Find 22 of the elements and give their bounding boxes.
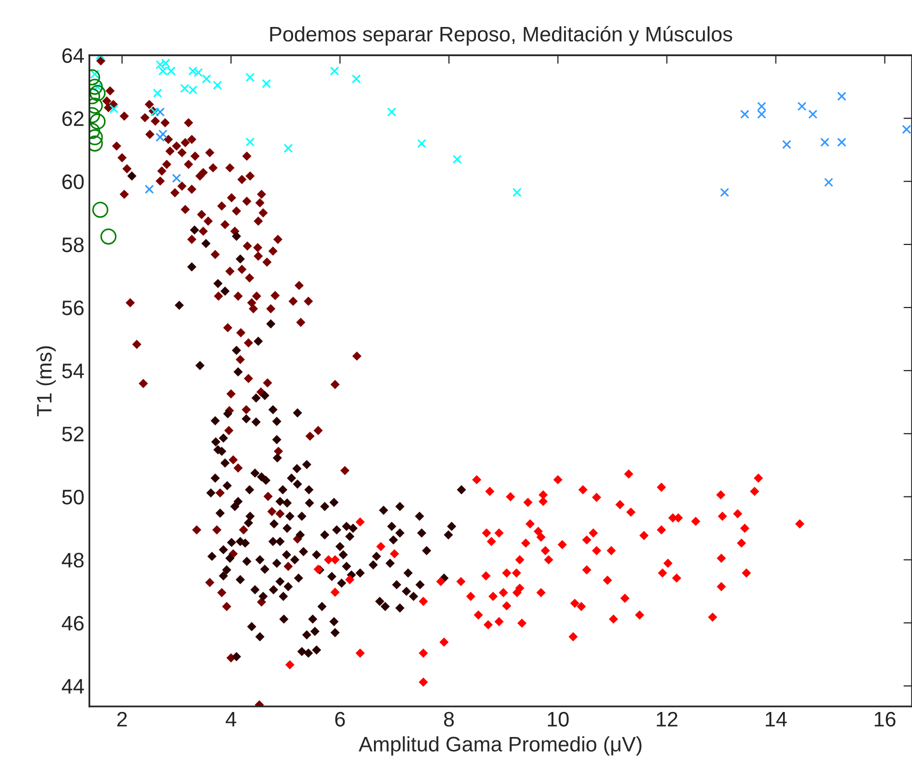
- y-tick-label: 62: [62, 111, 84, 126]
- y-tick-label: 56: [62, 300, 84, 316]
- x-tick-label: 12: [656, 712, 678, 726]
- chart-title: Podemos separar Reposo, Meditación y Músculos: [270, 26, 732, 46]
- y-tick-label: 58: [62, 237, 84, 252]
- y-tick-label: 54: [62, 364, 84, 378]
- y-tick-label: 46: [62, 616, 84, 631]
- y-tick-label: 44: [62, 679, 84, 694]
- y-tick-label: 52: [62, 426, 84, 442]
- x-tick-label: 16: [874, 712, 896, 727]
- y-tick-label: 64: [62, 48, 84, 63]
- y-axis-title: T1 (ms): [36, 346, 56, 416]
- y-tick-label: 48: [62, 552, 84, 568]
- y-tick-label: 60: [62, 174, 84, 190]
- x-tick-label: 10: [548, 712, 569, 727]
- y-tick-label: 50: [62, 490, 84, 504]
- x-tick-label: 6: [335, 712, 345, 727]
- x-axis-title: Amplitud Gama Promedio (μV): [358, 736, 642, 756]
- x-tick-label: 14: [766, 712, 787, 726]
- x-tick-label: 8: [444, 712, 454, 727]
- x-tick-label: 4: [226, 712, 236, 726]
- x-tick-label: 2: [117, 712, 127, 726]
